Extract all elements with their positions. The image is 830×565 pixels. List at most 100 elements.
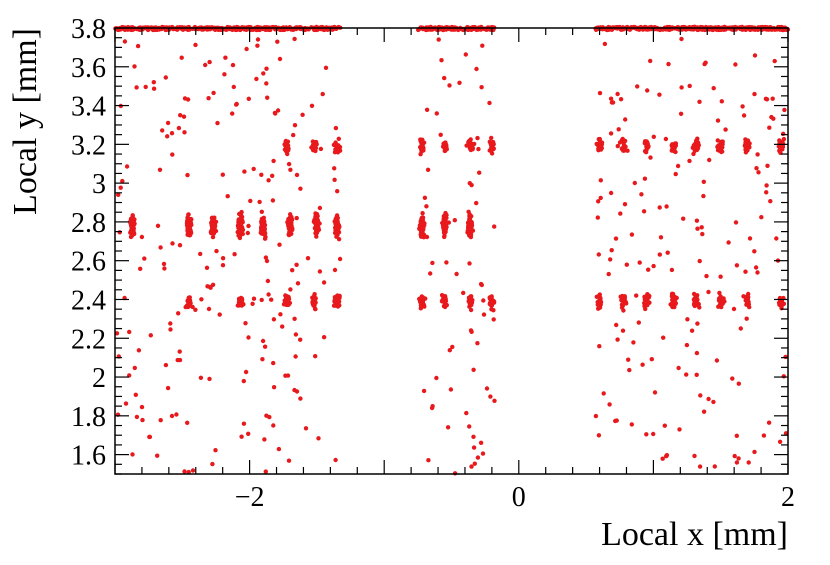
- data-point: [738, 326, 743, 331]
- data-point: [182, 469, 187, 474]
- data-point: [468, 328, 474, 333]
- data-point: [155, 223, 161, 228]
- data-point: [116, 192, 121, 197]
- data-point: [264, 81, 269, 86]
- data-point: [695, 226, 700, 231]
- data-point: [207, 59, 212, 65]
- y-tick-label: 1.8: [71, 402, 106, 433]
- data-point: [264, 413, 269, 418]
- data-point: [266, 292, 271, 297]
- data-point: [220, 172, 225, 177]
- data-point: [464, 410, 469, 416]
- data-point: [213, 448, 218, 453]
- data-point: [730, 376, 735, 381]
- data-point: [481, 298, 486, 303]
- data-point: [755, 270, 760, 275]
- data-point: [237, 223, 243, 229]
- data-point: [337, 293, 342, 299]
- data-point: [264, 66, 269, 71]
- data-point: [596, 143, 601, 149]
- data-point: [597, 344, 602, 349]
- data-point: [608, 257, 613, 262]
- data-point: [425, 167, 431, 172]
- data-point: [160, 128, 165, 133]
- data-point: [271, 317, 277, 322]
- data-point: [243, 369, 249, 375]
- data-point: [270, 198, 276, 203]
- data-point: [467, 296, 472, 301]
- data-point: [317, 205, 323, 211]
- data-point: [627, 367, 632, 373]
- data-point: [670, 142, 675, 147]
- data-point: [261, 229, 266, 235]
- data-point: [198, 375, 204, 380]
- data-point: [443, 227, 448, 232]
- data-point: [132, 365, 137, 371]
- data-point: [648, 155, 653, 160]
- y-tick-label: 2.2: [71, 324, 106, 355]
- data-point: [122, 39, 128, 44]
- data-point: [284, 144, 289, 150]
- data-point: [444, 260, 449, 265]
- data-point: [265, 278, 271, 284]
- data-point: [715, 118, 721, 123]
- data-point: [260, 357, 265, 362]
- data-point: [316, 436, 321, 441]
- data-point: [419, 296, 424, 301]
- data-point: [481, 312, 487, 317]
- data-point: [467, 304, 472, 309]
- data-points: [113, 24, 791, 476]
- data-point: [208, 285, 213, 290]
- data-point: [707, 157, 712, 163]
- data-point: [467, 261, 472, 266]
- data-point: [138, 266, 143, 271]
- x-tick-label: 0: [512, 482, 526, 513]
- data-point: [182, 130, 187, 135]
- y-tick-label: 2.4: [71, 285, 106, 316]
- data-point: [746, 460, 751, 465]
- data-point: [186, 295, 191, 301]
- data-point: [489, 135, 494, 141]
- data-point: [715, 138, 720, 143]
- data-point: [608, 131, 614, 136]
- data-point: [719, 299, 724, 304]
- data-point: [632, 180, 637, 186]
- data-point: [771, 116, 776, 121]
- data-point: [645, 303, 650, 308]
- data-point: [123, 401, 129, 406]
- data-point: [336, 143, 341, 148]
- data-point: [190, 468, 196, 473]
- data-point: [177, 243, 183, 248]
- data-point: [723, 127, 728, 132]
- data-point: [259, 209, 264, 214]
- data-point: [239, 214, 244, 219]
- data-point: [333, 125, 339, 131]
- data-point: [143, 84, 148, 90]
- data-point: [594, 294, 599, 299]
- data-point: [734, 460, 740, 465]
- data-point: [657, 252, 662, 257]
- data-point: [662, 423, 667, 428]
- data-point: [471, 445, 477, 450]
- data-point: [204, 265, 210, 270]
- data-point: [424, 107, 430, 113]
- data-point: [134, 85, 139, 90]
- data-point: [752, 91, 757, 97]
- data-point: [595, 215, 600, 220]
- data-point: [273, 111, 278, 116]
- data-point: [457, 80, 462, 86]
- data-point: [740, 104, 745, 109]
- data-point: [439, 58, 444, 63]
- data-point: [263, 255, 269, 260]
- data-point: [206, 306, 212, 312]
- data-point: [631, 340, 636, 345]
- data-point: [157, 167, 163, 172]
- data-point: [717, 290, 722, 296]
- data-point: [608, 96, 614, 101]
- data-point: [266, 178, 271, 183]
- data-point: [448, 387, 454, 392]
- data-point: [670, 304, 675, 310]
- data-point: [596, 306, 601, 311]
- data-point: [673, 171, 678, 177]
- data-point: [752, 249, 757, 254]
